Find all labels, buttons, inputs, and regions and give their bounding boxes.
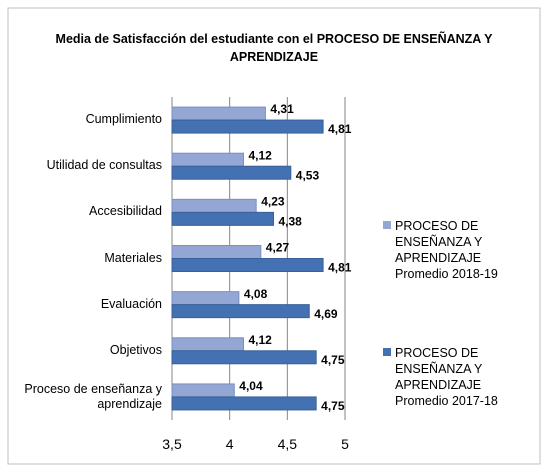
y-tick-label: Accesibilidad [89, 204, 162, 219]
x-tick-label: 4,5 [277, 436, 298, 452]
bar [171, 291, 240, 306]
bar [171, 304, 310, 319]
data-label: 4,69 [314, 307, 338, 321]
data-label: 4,75 [321, 399, 345, 413]
bar [171, 245, 262, 259]
y-tick-label: Materiales [104, 250, 162, 265]
data-label: 4,08 [244, 287, 268, 301]
chart-title: Media de Satisfacción del estudiante con… [55, 32, 493, 64]
data-label: 4,12 [249, 333, 273, 347]
bar [171, 119, 324, 134]
y-tick-label: Utilidad de consultas [46, 158, 162, 173]
y-tick-label: Evaluación [100, 296, 162, 311]
data-label: 4,12 [249, 148, 273, 162]
data-label: 4,75 [321, 353, 345, 367]
bar [171, 383, 235, 398]
bar [171, 258, 324, 272]
chart-frame [7, 7, 541, 465]
x-tick-label: 3,5 [162, 436, 182, 452]
legend-swatch [383, 348, 391, 356]
data-label: 4,81 [328, 122, 352, 136]
bar [171, 198, 257, 213]
bar [171, 350, 317, 365]
data-label: 4,81 [328, 261, 352, 275]
data-label: 4,31 [270, 102, 294, 116]
legend-label: PROCESO DE ENSEÑANZA Y APRENDIZAJE Prome… [395, 219, 498, 281]
bar [171, 337, 245, 352]
data-label: 4,27 [266, 241, 290, 255]
x-tick-label: 4 [225, 436, 234, 452]
data-label: 4,23 [261, 195, 285, 209]
bar [171, 165, 292, 180]
legend-swatch [383, 221, 391, 229]
legend-label: PROCESO DE ENSEÑANZA Y APRENDIZAJE Prome… [395, 346, 498, 408]
y-tick-label: Objetivos [109, 342, 162, 357]
bar [171, 152, 245, 167]
y-tick-label: Cumplimiento [85, 112, 162, 127]
y-tick-label: Proceso de enseñanza y aprendizaje [24, 381, 162, 411]
bar [171, 106, 266, 121]
bar [171, 396, 317, 411]
data-label: 4,38 [278, 215, 302, 229]
bar [171, 211, 274, 226]
data-label: 4,04 [239, 379, 263, 393]
data-label: 4,53 [296, 168, 320, 182]
x-tick-label: 5 [341, 436, 349, 452]
